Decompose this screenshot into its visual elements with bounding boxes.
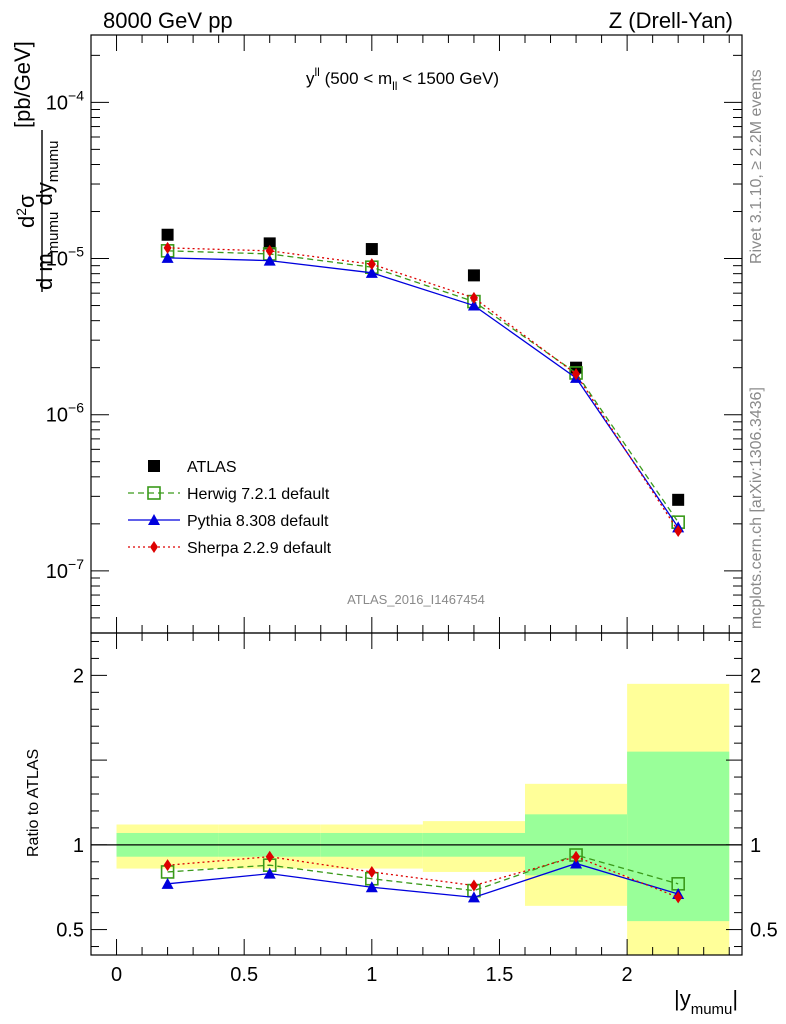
sherpa-ratio-point-3 <box>367 865 376 878</box>
main-y-tick-label: 10−5 <box>46 244 84 271</box>
sherpa-main-point-6 <box>674 524 683 537</box>
legend-atlas-label: ATLAS <box>187 459 237 476</box>
sherpa-main-point-2 <box>265 244 274 257</box>
mcplots-reference-label: mcplots.cern.ch [arXiv:1306.3436] <box>748 387 765 629</box>
main-plot-title: yll (500 < mll < 1500 GeV) <box>306 65 499 93</box>
analysis-watermark: ATLAS_2016_I1467454 <box>347 592 485 607</box>
x-axis-label: |ymumu| <box>674 986 738 1018</box>
ratio-y-tick-label-right: 0.5 <box>750 920 778 942</box>
herwig-ratio-line <box>167 854 679 892</box>
sherpa-main-point-4 <box>469 291 478 304</box>
pythia-ratio-point-5 <box>570 857 583 869</box>
sherpa-main-point-3 <box>367 258 376 271</box>
sherpa-ratio-point-2 <box>265 850 274 863</box>
pythia-main-line <box>167 257 679 528</box>
pythia-ratio-point-4 <box>467 891 480 903</box>
ratio-y-axis-label: Ratio to ATLAS <box>25 749 42 857</box>
x-tick-label: 0.5 <box>230 964 258 986</box>
ratio-y-tick-label-left: 0.5 <box>56 920 84 942</box>
main-y-axis-label: d mmumu dymumu d2σ [pb/GeV] <box>10 41 62 292</box>
pythia-ratio-point-2 <box>263 867 276 879</box>
atlas-main-point-6 <box>672 493 685 506</box>
ratio-y-tick-label-right: 1 <box>750 835 761 857</box>
herwig-main-line <box>167 250 679 523</box>
sherpa-main-point-5 <box>572 368 581 381</box>
atlas-main-point-1 <box>161 228 174 241</box>
svg-text:yll (500 < mll < 1500 GeV): yll (500 < mll < 1500 GeV) <box>306 65 499 93</box>
sherpa-ratio-point-5 <box>572 850 581 863</box>
pythia-ratio-line <box>167 862 679 899</box>
sherpa-ratio-point-6 <box>674 891 683 904</box>
legend-sherpa-marker <box>150 541 158 553</box>
ratio-y-tick-label-left: 2 <box>73 665 84 687</box>
legend-atlas-marker <box>148 460 160 472</box>
legend-sherpa-label: Sherpa 2.2.9 default <box>187 540 332 557</box>
pythia-ratio-point-1 <box>161 877 174 889</box>
header-right: Z (Drell-Yan) <box>609 8 733 33</box>
legend-pythia-label: Pythia 8.308 default <box>187 513 329 530</box>
svg-text:[pb/GeV]: [pb/GeV] <box>10 41 35 128</box>
sherpa-ratio-line <box>167 856 679 898</box>
pythia-main-point-3 <box>365 266 378 278</box>
pythia-ratio-point-3 <box>365 881 378 893</box>
main-y-tick-label: 10−6 <box>46 400 84 427</box>
header-left: 8000 GeV pp <box>103 8 233 33</box>
sherpa-ratio-point-4 <box>469 879 478 892</box>
main-y-tick-label: 10−7 <box>46 556 84 583</box>
legend-herwig-label: Herwig 7.2.1 default <box>187 486 330 503</box>
x-tick-label: 0 <box>111 964 122 986</box>
ratio-y-tick-label-right: 2 <box>750 665 761 687</box>
x-tick-label: 1 <box>366 964 377 986</box>
sherpa-main-line <box>167 247 679 532</box>
sherpa-main-point-1 <box>163 241 172 254</box>
x-tick-label: 2 <box>622 964 633 986</box>
pythia-main-point-2 <box>263 254 276 266</box>
ratio-y-tick-label-left: 1 <box>73 835 84 857</box>
atlas-main-point-2 <box>263 237 276 250</box>
atlas-main-point-4 <box>467 269 480 282</box>
atlas-main-point-3 <box>365 243 378 256</box>
svg-text:|ymumu|: |ymumu| <box>674 986 738 1018</box>
pythia-main-point-1 <box>161 251 174 263</box>
main-y-tick-label: 10−4 <box>46 87 84 114</box>
legend-herwig-marker <box>147 486 161 500</box>
rivet-version-label: Rivet 3.1.10, ≥ 2.2M events <box>748 69 765 264</box>
pythia-main-point-4 <box>467 299 480 311</box>
legend-pythia-marker <box>148 514 160 525</box>
x-tick-label: 1.5 <box>486 964 514 986</box>
sherpa-ratio-point-1 <box>163 859 172 872</box>
